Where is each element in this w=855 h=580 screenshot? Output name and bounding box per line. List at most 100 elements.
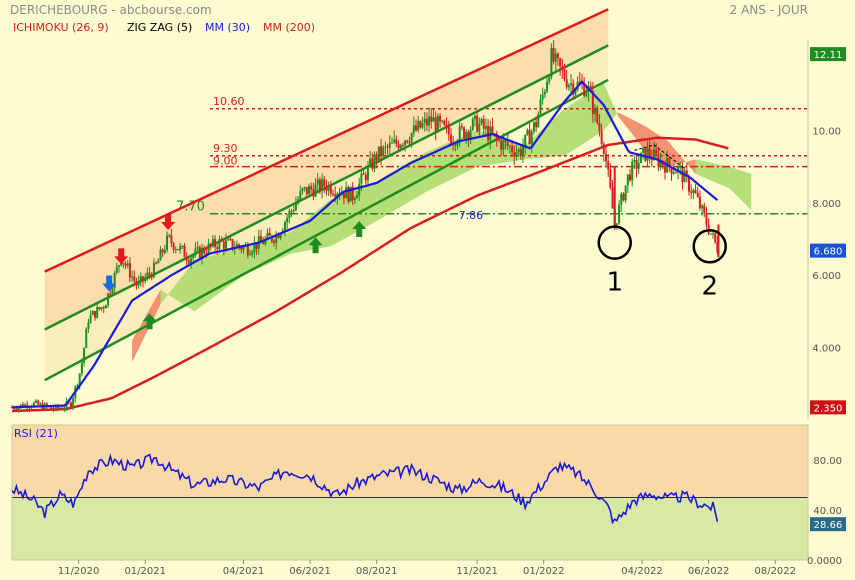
candle-body <box>286 217 289 223</box>
candle-body <box>447 125 450 135</box>
arrow-down-icon <box>161 214 176 230</box>
candle-body <box>349 186 352 202</box>
candle-body <box>591 91 594 115</box>
candle-body <box>489 126 492 141</box>
candle-body <box>126 263 129 266</box>
cloud-segment <box>603 83 619 131</box>
candle-body <box>353 198 356 201</box>
candle-body <box>633 160 636 162</box>
candle-body <box>408 142 411 144</box>
candle-body <box>142 276 145 282</box>
candle-body <box>229 239 232 241</box>
price-tag <box>810 400 846 415</box>
candle-body <box>198 246 201 258</box>
candle-body <box>436 115 439 131</box>
candle-body <box>709 233 712 235</box>
candle-body <box>205 253 208 255</box>
candle-body <box>642 148 645 153</box>
candle-body <box>548 77 551 82</box>
candle-body <box>179 246 182 251</box>
candle-body <box>425 118 428 126</box>
candle-body <box>646 148 649 161</box>
legend-mm30: MM (30) <box>205 21 250 34</box>
candle-body <box>166 235 169 251</box>
candle-body <box>96 307 99 318</box>
candle-body <box>583 83 586 97</box>
candle-body <box>93 311 96 318</box>
date-tick-label: 06/2022 <box>688 566 730 577</box>
candle-body <box>332 193 335 195</box>
candle-body <box>356 195 359 199</box>
candle-body <box>170 235 173 244</box>
candle-body <box>268 232 271 236</box>
candle-body <box>220 239 223 242</box>
candle-body <box>45 403 48 407</box>
candle-body <box>565 79 568 88</box>
candle-body <box>631 161 634 181</box>
price-tick-label: 8.000 <box>812 199 841 210</box>
candle-body <box>168 235 171 237</box>
candle-body <box>336 193 339 197</box>
cloud-segment <box>695 159 730 189</box>
candle-body <box>594 107 597 115</box>
candle-body <box>148 272 151 275</box>
rsi-axis: 0.0000 40.00 80.00 28.66 <box>807 456 846 567</box>
candle-body <box>419 121 422 128</box>
candle-body <box>694 190 697 194</box>
candle-body <box>214 239 217 248</box>
candle-body <box>102 307 105 309</box>
candle-body <box>526 129 529 135</box>
candle-body <box>530 131 533 144</box>
level-label: 9.30 <box>213 142 238 155</box>
candle-body <box>111 288 114 294</box>
candle-body <box>139 276 142 282</box>
candle-body <box>15 408 18 410</box>
candle-body <box>703 205 706 214</box>
candle-body <box>146 272 149 278</box>
candle-body <box>63 407 66 409</box>
candle-body <box>321 179 324 191</box>
candle-body <box>532 122 535 132</box>
candle-body <box>705 213 708 225</box>
candle-body <box>528 129 531 144</box>
candle-body <box>690 191 693 193</box>
mm200-line <box>11 136 729 413</box>
candle-body <box>522 146 525 157</box>
candle-body <box>85 328 88 348</box>
date-tick-label: 11/2021 <box>456 566 498 577</box>
candle-body <box>390 142 393 144</box>
candle-body <box>677 166 680 173</box>
date-tick-label: 04/2021 <box>223 566 265 577</box>
candle-body <box>602 143 605 154</box>
candle-body <box>89 314 92 323</box>
candle-body <box>659 160 662 167</box>
candle-body <box>137 281 140 286</box>
candle-body <box>301 188 304 192</box>
rsi-path <box>11 453 719 525</box>
candle-body <box>262 241 265 245</box>
candle-body <box>482 119 485 129</box>
candle-body <box>144 277 147 282</box>
candle-body <box>535 122 538 128</box>
candle-body <box>377 146 380 161</box>
rsi-band <box>12 497 808 560</box>
candle-body <box>598 122 601 131</box>
candle-body <box>430 116 433 122</box>
candle-body <box>329 184 332 194</box>
candle-body <box>404 140 407 146</box>
candle-body <box>159 249 162 261</box>
annotation-value: 7.86 <box>459 209 484 222</box>
candle-body <box>100 307 103 310</box>
candle-body <box>491 126 494 134</box>
candle-body <box>369 158 372 166</box>
candle-body <box>176 249 179 251</box>
rsi-bands <box>11 424 809 561</box>
candle-body <box>366 165 369 181</box>
candle-body <box>504 140 507 142</box>
candle-body <box>458 126 461 143</box>
cloud-segment <box>525 108 565 160</box>
candle-body <box>596 107 599 123</box>
candle-body <box>637 162 640 169</box>
candle-body <box>380 146 383 157</box>
arrow-up-icon <box>352 220 367 237</box>
